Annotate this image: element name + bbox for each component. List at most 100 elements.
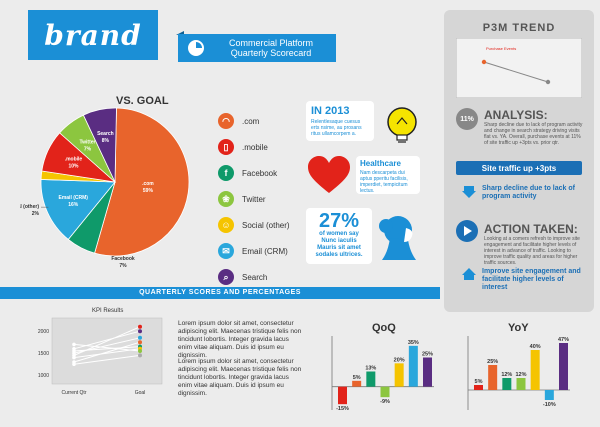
- pie-slice-label: Social (other): [20, 204, 39, 210]
- point1-text: Sharp decline due to lack of program act…: [482, 185, 575, 200]
- ribbon-line1: Commercial Platform: [228, 38, 313, 48]
- legend-label: .mobile: [242, 142, 268, 152]
- bar-label: -9%: [380, 399, 390, 405]
- legend-label: .com: [242, 116, 260, 126]
- ribbon-line2: Quarterly Scorecard: [230, 48, 312, 58]
- pie-chart-icon: [188, 40, 204, 56]
- pie-slice-label: Email (CRM): [59, 195, 89, 201]
- pie-slice-value: 8%: [102, 138, 110, 144]
- kpi-point: [72, 349, 76, 353]
- stat-line2: Nunc iaculis: [321, 238, 357, 244]
- analysis-text: Sharp decline due to lack of program act…: [484, 122, 583, 146]
- email-icon: ✉: [218, 243, 234, 259]
- stat-line4: sodales ultrices.: [315, 252, 363, 258]
- action-title: ACTION TAKEN:: [484, 222, 578, 236]
- bar-label: -15%: [336, 406, 349, 412]
- kpi-point: [72, 342, 76, 347]
- in2013-card: IN 2013 Relentlesaque cuesus erts nsime,…: [306, 101, 374, 141]
- pie-slice-value: 7%: [84, 146, 92, 152]
- woman-profile-icon: [379, 216, 416, 260]
- bar-label: 47%: [558, 337, 569, 343]
- legend-label: Search: [242, 272, 268, 282]
- stat-line1: of women say: [319, 231, 359, 237]
- lightbulb-icon: [387, 107, 417, 143]
- bar-label: 12%: [515, 372, 526, 378]
- kpi-point: [138, 335, 142, 340]
- qoq-title: QoQ: [372, 322, 396, 334]
- kpi-ytick: 1500: [38, 351, 49, 357]
- trend-point: [545, 79, 551, 85]
- kpi-series-line: [73, 343, 141, 352]
- pie-slice-value: 2%: [32, 211, 40, 217]
- healthcare-heading: Healthcare: [360, 159, 401, 168]
- in2013-heading: IN 2013: [311, 105, 350, 117]
- bar: [516, 378, 526, 390]
- legend-label: Social (other): [242, 220, 290, 230]
- legend-item: ▯ .mobile: [218, 138, 268, 156]
- yoy-title: YoY: [508, 322, 529, 334]
- action-text: Looking at a comers refresh to improve s…: [484, 236, 580, 266]
- site-traffic-pill: Site traffic up +3pts: [456, 161, 582, 175]
- kpi-title: KPI Results: [92, 308, 124, 314]
- pie-slice-value: 10%: [68, 164, 79, 170]
- kpi-series-line: [73, 341, 141, 363]
- kpi-xtick: Current Qtr: [61, 390, 86, 396]
- p3m-trend-title: P3M TREND: [482, 22, 556, 34]
- search-icon: ⌕: [218, 269, 234, 285]
- kpi-results-chart: 1000 1500 2000 Current Qtr Goal: [38, 317, 163, 396]
- bar: [474, 385, 483, 390]
- pie-slice: [82, 107, 117, 183]
- p3m-trend-chart: Purchase Events: [456, 38, 582, 98]
- bar: [366, 371, 376, 387]
- legend-label: Email (CRM): [242, 246, 288, 256]
- yoy-bar-chart: 5% 25% 12% 12% 40% -10% 47%: [467, 336, 570, 410]
- legend-item: ❀ Twitter: [218, 190, 266, 208]
- legend-label: Twitter: [242, 194, 266, 204]
- kpi-series-line: [73, 354, 141, 365]
- kpi-plot-area: [51, 317, 163, 385]
- kpi-point: [72, 355, 76, 360]
- kpi-point: [138, 329, 142, 334]
- vs-goal-title: VS. GOAL: [116, 95, 169, 107]
- legend-item: ✉ Email (CRM): [218, 242, 288, 260]
- legend-label: Facebook: [242, 168, 278, 178]
- heart-icon: [308, 156, 350, 193]
- bar: [352, 380, 362, 387]
- title-ribbon: Commercial Platform Quarterly Scorecard: [178, 34, 336, 62]
- wifi-icon: ◠: [218, 113, 234, 129]
- legend-item: ◠ .com: [218, 112, 259, 130]
- facebook-icon: f: [218, 165, 234, 181]
- up-arrow-icon: [462, 268, 476, 280]
- analysis-badge: 11%: [456, 108, 478, 130]
- pie-slice-label: .mobile: [65, 157, 83, 163]
- bar-label: -10%: [543, 402, 556, 408]
- pie-slice-value: 16%: [68, 202, 79, 208]
- point2-text: Improve site engagement and facilitate h…: [482, 268, 581, 291]
- pie-slice: [94, 107, 190, 257]
- bar-label: 5%: [353, 375, 361, 381]
- pie-slice-value: 59%: [143, 188, 154, 194]
- qoq-bar-chart: -15% 5% 13% -9% 20% 35%25%: [331, 336, 434, 412]
- twitter-icon: ❀: [218, 191, 234, 207]
- trend-point: [481, 59, 487, 65]
- bar-label: 20%: [394, 357, 405, 363]
- bar: [488, 365, 498, 390]
- bar: [380, 386, 390, 398]
- trend-line: [483, 61, 549, 83]
- bar: [394, 363, 404, 387]
- kpi-point: [138, 324, 142, 329]
- bar-label: 13%: [365, 366, 376, 372]
- legend-item: ⌕ Search: [218, 268, 267, 286]
- analysis-title: ANALYSIS:: [484, 108, 548, 122]
- lorem-paragraph-2: Lorem ipsum dolor sit amet, consectetur …: [178, 358, 302, 397]
- in2013-text: Relentlesaque cuesus erts nsime, au pros…: [311, 119, 362, 137]
- kpi-xtick: Goal: [135, 390, 146, 396]
- bar: [559, 343, 568, 390]
- bar: [423, 357, 432, 387]
- legend-item: ☺ Social (other): [218, 216, 290, 234]
- legend-item: f Facebook: [218, 164, 277, 182]
- stat-value: 27%: [318, 210, 360, 232]
- kpi-ytick: 1000: [38, 373, 49, 379]
- kpi-point: [138, 353, 142, 358]
- lorem-paragraph-1: Lorem ipsum dolor sit amet, consectetur …: [178, 320, 302, 359]
